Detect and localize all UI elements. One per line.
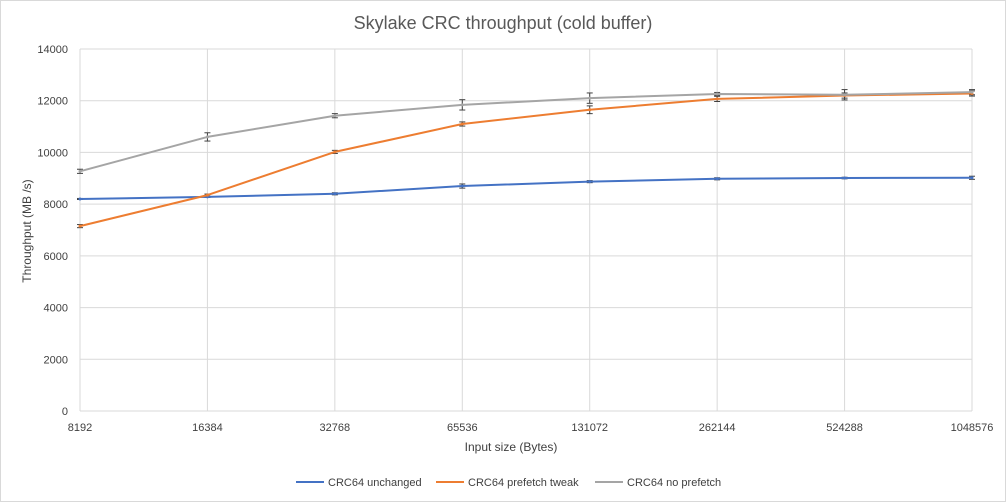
data-point — [843, 176, 847, 180]
data-point — [715, 177, 719, 181]
series-line-0 — [79, 176, 973, 200]
data-point — [333, 150, 337, 154]
x-tick-label: 131072 — [571, 422, 608, 434]
series-line-1 — [79, 92, 973, 228]
x-tick-label: 8192 — [68, 422, 92, 434]
y-tick-label: 12000 — [37, 96, 68, 108]
data-point — [205, 135, 209, 139]
data-point — [715, 92, 719, 96]
y-tick-label: 8000 — [44, 199, 68, 211]
legend-item: CRC64 no prefetch — [595, 477, 721, 489]
data-point — [78, 169, 82, 173]
legend-label: CRC64 no prefetch — [627, 477, 721, 489]
legend-item: CRC64 unchanged — [296, 477, 422, 489]
gridlines — [79, 48, 973, 412]
legend-label: CRC64 unchanged — [328, 477, 422, 489]
legend-item: CRC64 prefetch tweak — [436, 477, 579, 489]
data-point — [460, 122, 464, 126]
data-point — [970, 90, 974, 94]
data-point — [78, 224, 82, 228]
y-tick-label: 2000 — [44, 354, 68, 366]
legend-label: CRC64 prefetch tweak — [468, 477, 579, 489]
data-point — [588, 108, 592, 112]
y-tick-label: 0 — [62, 406, 68, 418]
data-point — [333, 192, 337, 196]
data-point — [78, 197, 82, 201]
y-tick-label: 6000 — [44, 251, 68, 263]
x-tick-label: 524288 — [826, 422, 863, 434]
data-point — [588, 180, 592, 184]
data-point — [333, 114, 337, 118]
data-point — [970, 176, 974, 180]
y-axis-ticks: 0 2000 4000 6000 8000 10000 12000 14000 — [37, 44, 68, 418]
x-axis-ticks: 8192 16384 32768 65536 131072 262144 524288 104… — [68, 422, 994, 434]
data-point — [843, 93, 847, 97]
x-tick-label: 65536 — [447, 422, 478, 434]
data-point — [715, 97, 719, 101]
x-axis-label: Input size (Bytes) — [465, 440, 558, 454]
chart-title: Skylake CRC throughput (cold buffer) — [354, 13, 653, 33]
x-tick-label: 32768 — [320, 422, 351, 434]
legend: CRC64 unchanged CRC64 prefetch tweak CRC64… — [296, 477, 721, 489]
y-tick-label: 4000 — [44, 303, 68, 315]
data-point — [460, 103, 464, 107]
series-line-2 — [79, 91, 973, 173]
y-tick-label: 14000 — [37, 44, 68, 56]
data-point — [460, 184, 464, 188]
y-axis-label: Throughput (MB /s) — [20, 179, 34, 282]
series-lines — [78, 90, 974, 228]
x-tick-label: 16384 — [192, 422, 223, 434]
y-tick-label: 10000 — [37, 147, 68, 159]
error-bars — [77, 89, 975, 229]
x-tick-label: 1048576 — [951, 422, 994, 434]
x-tick-label: 262144 — [699, 422, 736, 434]
data-point — [588, 96, 592, 100]
data-point — [205, 193, 209, 197]
